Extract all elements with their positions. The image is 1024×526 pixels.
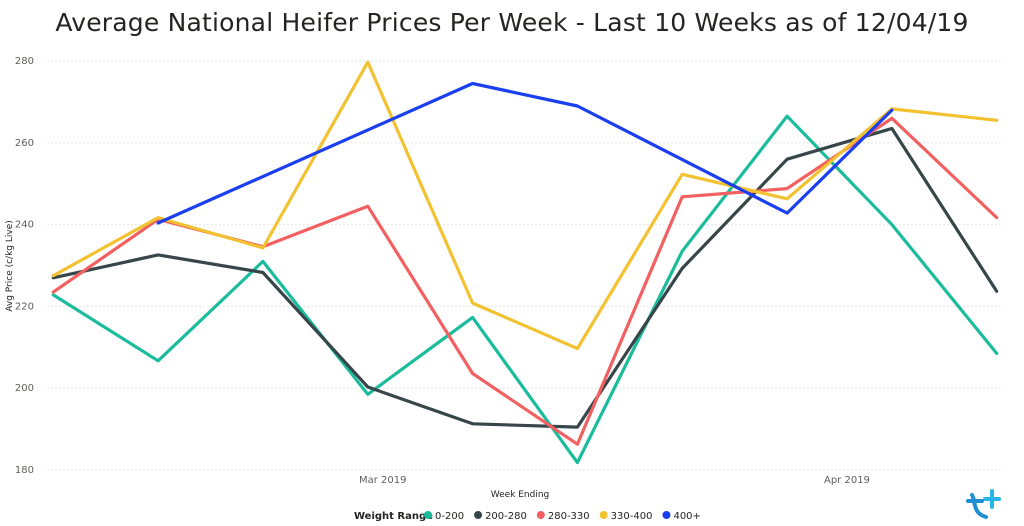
y-tick-label: 220 xyxy=(15,301,34,312)
series-line xyxy=(51,126,999,429)
legend-label: 200-280 xyxy=(485,511,527,522)
series-200-280 xyxy=(51,126,999,429)
legend-item[interactable]: 330-400 xyxy=(599,511,653,522)
series-line xyxy=(51,116,999,446)
legend-item[interactable]: 400+ xyxy=(662,511,701,522)
legend-marker xyxy=(599,511,608,519)
legend-item[interactable]: 0-200 xyxy=(424,511,464,522)
legend-title: Weight Range xyxy=(354,511,433,522)
legend-marker xyxy=(474,511,483,519)
series-400+ xyxy=(156,81,894,225)
legend-marker xyxy=(662,511,671,519)
x-tick-label: Apr 2019 xyxy=(824,475,870,486)
x-tick-label: Mar 2019 xyxy=(359,475,407,486)
axes: 180 200 220 240 260 280 Mar 2019 Apr 2019 xyxy=(15,56,870,486)
legend-item[interactable]: 280-330 xyxy=(536,511,590,522)
legend-label: 330-400 xyxy=(611,511,653,522)
series-line xyxy=(156,81,894,225)
legend-label: 400+ xyxy=(673,511,700,522)
legend: Weight Range 0-200 200-280 280-330 330-400 4… xyxy=(354,511,701,522)
legend-label: 0-200 xyxy=(435,511,464,522)
chart-title: Average National Heifer Prices Per Week … xyxy=(55,8,969,37)
legend-marker xyxy=(424,511,432,519)
y-tick-label: 260 xyxy=(15,138,34,149)
series-330-400 xyxy=(51,60,999,351)
y-tick-label: 200 xyxy=(15,383,34,394)
series-280-330 xyxy=(51,116,999,446)
legend-marker xyxy=(536,511,545,519)
series-line xyxy=(51,114,999,465)
series-line xyxy=(51,60,999,351)
x-axis-title: Week Ending xyxy=(491,490,550,500)
series-0-200 xyxy=(51,114,999,465)
y-axis-title: Avg Price (c/kg Live) xyxy=(5,220,15,312)
y-tick-label: 240 xyxy=(15,220,34,231)
series-lines xyxy=(51,60,999,465)
y-tick-label: 280 xyxy=(15,56,34,67)
legend-item[interactable]: 200-280 xyxy=(474,511,527,522)
y-tick-label: 180 xyxy=(15,465,34,476)
brand-logo-icon xyxy=(966,489,1001,519)
legend-label: 280-330 xyxy=(548,511,590,522)
